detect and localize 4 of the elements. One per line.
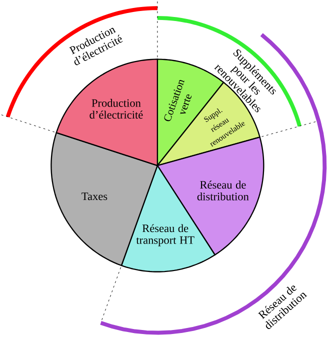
slice-label: Taxes: [82, 192, 108, 200]
slice-label: Production d’électricité: [90, 98, 143, 119]
slice-label: Réseau de distribution: [198, 180, 249, 200]
slice-label: Réseau de transport HT: [136, 224, 195, 246]
